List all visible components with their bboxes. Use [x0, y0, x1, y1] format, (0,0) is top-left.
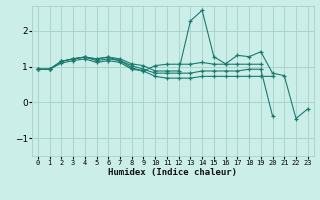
X-axis label: Humidex (Indice chaleur): Humidex (Indice chaleur) — [108, 168, 237, 177]
